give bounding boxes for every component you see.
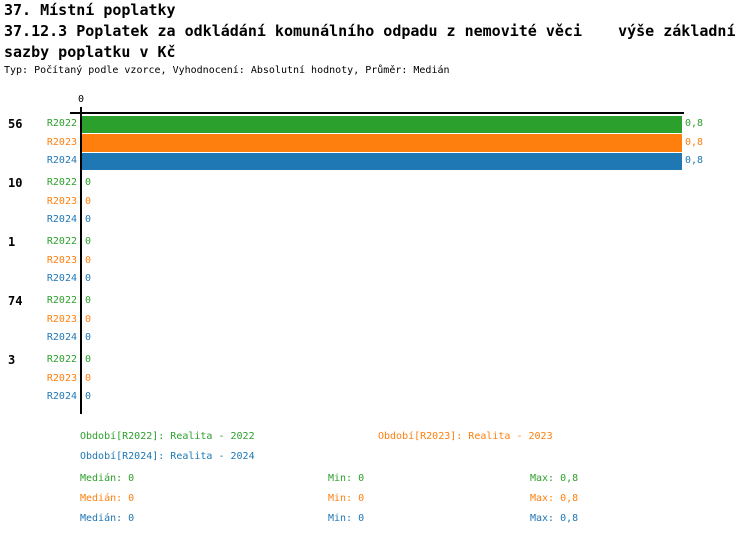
bar-group: 10 R2022 0 R2023 0 R2024 0 (0, 174, 750, 230)
stat-median-r2022: Medián: 0 (80, 473, 135, 484)
bar-group: 1 R2022 0 R2023 0 R2024 0 (0, 233, 750, 289)
series-label: R2023 (46, 372, 77, 384)
bar-value-label: 0 (85, 195, 92, 207)
chart-title-line-1: 37.12.3 Poplatek za odkládání komunálníh… (4, 22, 736, 40)
group-count-label: 74 (8, 293, 23, 308)
bar-value-label: 0,8 (685, 118, 704, 129)
stat-min-r2023: Min: 0 (328, 493, 365, 504)
bar-row: 74 R2022 0 (0, 292, 750, 311)
stat-max-r2023: Max: 0,8 (530, 493, 579, 504)
legend-item-r2024: Období[R2024]: Realita - 2024 (80, 451, 255, 462)
stat-min-r2024: Min: 0 (328, 513, 365, 524)
series-label: R2024 (46, 332, 77, 344)
series-label: R2022 (46, 294, 77, 306)
group-count-label: 10 (8, 175, 23, 190)
bar-value-label: 0,8 (685, 155, 704, 167)
stat-max-r2022: Max: 0,8 (530, 473, 579, 484)
chart-subtitle: Typ: Počítaný podle vzorce, Vyhodnocení:… (4, 65, 450, 76)
bar-value-label: 0 (85, 235, 92, 247)
bar-value-label: 0 (85, 294, 92, 306)
page-title: 37. Místní poplatky (4, 1, 176, 19)
bar-row: R2024 0 (0, 270, 750, 289)
bar-row: 56 R2022 0,8 (0, 115, 750, 134)
group-count-label: 3 (8, 352, 16, 367)
bar-row: R2023 0 (0, 252, 750, 271)
stat-median-r2024: Medián: 0 (80, 513, 135, 524)
bar-row: R2024 0 (0, 329, 750, 348)
stat-min-r2022: Min: 0 (328, 473, 365, 484)
bar-row: R2023 0 (0, 311, 750, 330)
bar-group: 3 R2022 0 R2023 0 R2024 0 (0, 351, 750, 407)
value-axis-tick-label: 0 (77, 94, 85, 105)
chart-title-line-2: sazby poplatku v Kč (4, 43, 176, 61)
series-label: R2024 (46, 155, 77, 167)
series-label: R2023 (46, 195, 77, 207)
bar-row: R2023 0 (0, 370, 750, 389)
series-label: R2024 (46, 214, 77, 226)
series-label: R2022 (46, 176, 77, 188)
bar-value-label: 0 (85, 273, 92, 285)
bar-row: 3 R2022 0 (0, 351, 750, 370)
bar-value-label: 0,8 (685, 136, 704, 148)
stat-median-r2023: Medián: 0 (80, 493, 135, 504)
value-axis-line (70, 112, 684, 114)
bar (82, 115, 682, 134)
bar-row: R2023 0,8 (0, 134, 750, 153)
series-label: R2022 (46, 235, 77, 247)
bar-row: 10 R2022 0 (0, 174, 750, 193)
bar-row: 1 R2022 0 (0, 233, 750, 252)
series-label: R2024 (46, 391, 77, 403)
bar-value-label: 0 (85, 254, 92, 266)
report-header: 37. Místní poplatky 37.12.3 Poplatek za … (4, 0, 736, 77)
bar (82, 152, 682, 171)
bar-row: R2024 0 (0, 211, 750, 230)
legend-item-r2023: Období[R2023]: Realita - 2023 (378, 431, 553, 442)
bar-group: 56 R2022 0,8 R2023 0,8 R2024 0,8 (0, 115, 750, 171)
zero-baseline-axis (80, 107, 82, 414)
chart-rows: 56 R2022 0,8 R2023 0,8 R2024 0,8 10 R2022 0 R2023 0… (0, 115, 750, 410)
group-count-label: 1 (8, 234, 16, 249)
bar-row: R2023 0 (0, 193, 750, 212)
bar-value-label: 0 (85, 313, 92, 325)
legend-item-r2022: Období[R2022]: Realita - 2022 (80, 431, 255, 442)
bar-row: R2024 0 (0, 388, 750, 407)
series-label: R2022 (46, 353, 77, 365)
series-label: R2024 (46, 273, 77, 285)
series-label: R2023 (46, 313, 77, 325)
bar-row: R2024 0,8 (0, 152, 750, 171)
series-label: R2023 (46, 254, 77, 266)
bar-value-label: 0 (85, 353, 92, 365)
bar-value-label: 0 (85, 391, 92, 403)
bar-value-label: 0 (85, 214, 92, 226)
bar-value-label: 0 (85, 372, 92, 384)
stat-max-r2024: Max: 0,8 (530, 513, 579, 524)
series-label: R2023 (46, 136, 77, 148)
bar-value-label: 0 (85, 332, 92, 344)
series-label: R2022 (46, 118, 77, 129)
bar-group: 74 R2022 0 R2023 0 R2024 0 (0, 292, 750, 348)
bar (82, 134, 682, 152)
bar-value-label: 0 (85, 176, 92, 188)
group-count-label: 56 (8, 117, 23, 131)
